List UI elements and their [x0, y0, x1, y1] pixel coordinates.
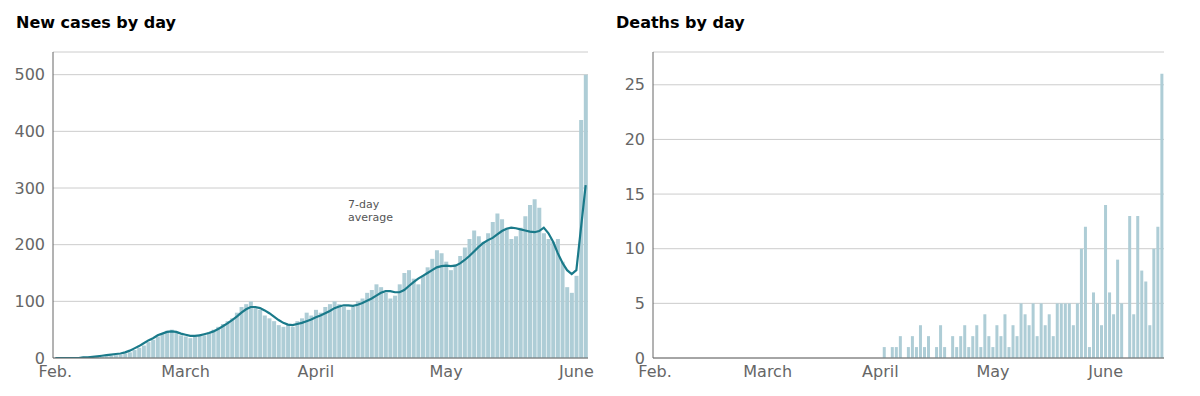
svg-text:Feb.: Feb. — [38, 362, 72, 382]
svg-text:June: June — [558, 362, 594, 381]
svg-text:200: 200 — [14, 235, 45, 254]
svg-text:April: April — [862, 362, 899, 381]
svg-text:April: April — [298, 362, 335, 381]
svg-text:20: 20 — [625, 130, 645, 149]
html-text:New cases by day: New cases by day — [16, 13, 176, 32]
html-text:Deaths by day: Deaths by day — [616, 13, 745, 32]
svg-text:500: 500 — [14, 65, 45, 84]
svg-text:400: 400 — [14, 122, 45, 141]
svg-text:May: May — [430, 362, 463, 381]
svg-text:0: 0 — [635, 349, 645, 368]
svg-text:May: May — [976, 362, 1009, 381]
svg-text:10: 10 — [625, 239, 645, 258]
svg-text:25: 25 — [625, 75, 645, 94]
svg-text:300: 300 — [14, 179, 45, 198]
svg-text:March: March — [743, 362, 792, 381]
html-text:7-day: 7-day — [348, 198, 380, 211]
svg-text:5: 5 — [635, 294, 645, 313]
svg-text:0: 0 — [35, 349, 45, 368]
svg-text:100: 100 — [14, 292, 45, 311]
svg-text:Feb.: Feb. — [638, 362, 672, 382]
svg-text:June: June — [1087, 362, 1123, 381]
svg-text:15: 15 — [625, 185, 645, 204]
html-text:average: average — [348, 211, 393, 224]
svg-text:March: March — [161, 362, 210, 381]
